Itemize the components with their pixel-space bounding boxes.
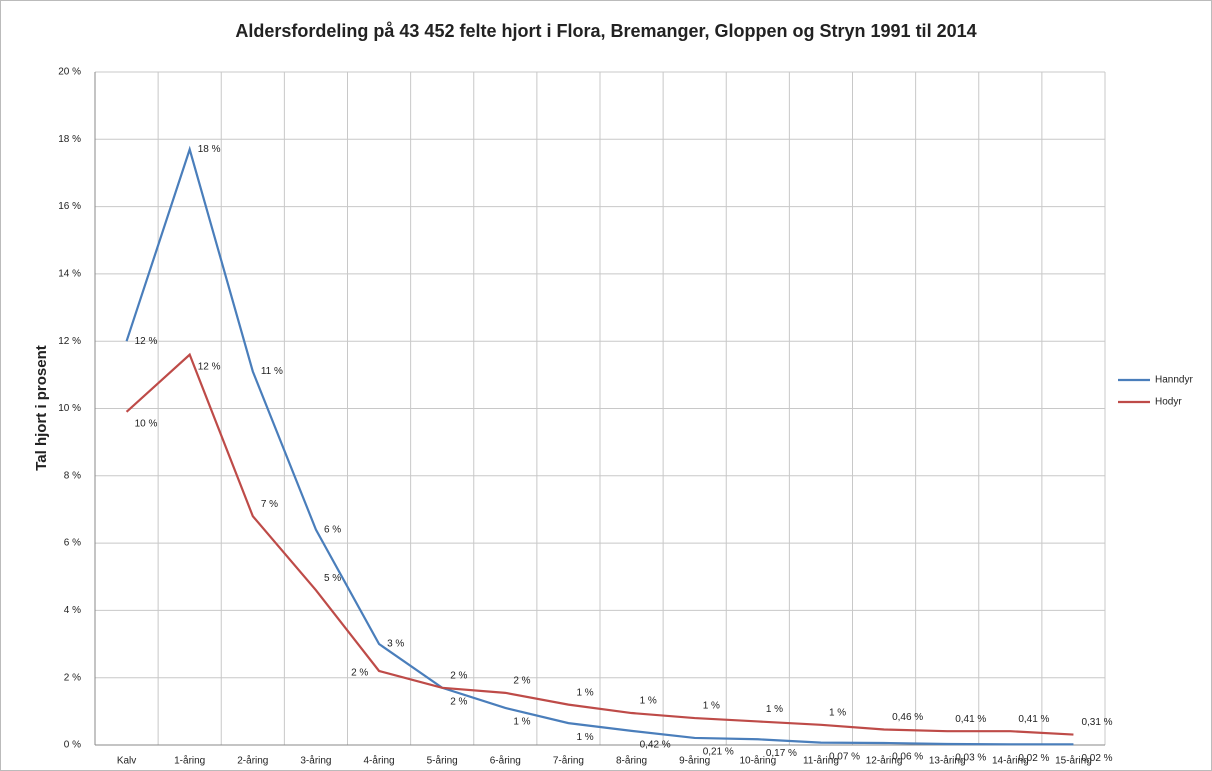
x-tick-label: 9-åring [679, 755, 710, 767]
y-tick-label: 16 % [58, 201, 81, 212]
data-label: 1 % [513, 717, 530, 728]
x-tick-label: 1-åring [174, 755, 205, 767]
data-label: 1 % [703, 701, 720, 712]
data-label: 12 % [135, 336, 158, 347]
data-label: 2 % [513, 675, 530, 686]
data-label: 2 % [450, 696, 467, 707]
data-label: 0,03 % [955, 753, 986, 764]
x-tick-label: 2-åring [237, 755, 268, 767]
series-line [125, 145, 1074, 746]
data-label: 1 % [640, 696, 657, 707]
data-label: 0,31 % [1081, 717, 1112, 728]
legend-label: Hodyr [1155, 397, 1182, 408]
data-label: 0,41 % [955, 714, 986, 725]
data-label: 0,42 % [640, 740, 671, 751]
chart-title: Aldersfordeling på 43 452 felte hjort i … [235, 21, 976, 41]
data-label: 12 % [198, 361, 221, 372]
y-tick-label: 2 % [64, 672, 81, 683]
data-label: 0,46 % [892, 712, 923, 723]
x-tick-label: Kalv [117, 756, 136, 767]
x-tick-label: 7-åring [553, 755, 584, 767]
y-tick-label: 14 % [58, 269, 81, 280]
data-label: 6 % [324, 524, 341, 535]
data-label: 0,07 % [829, 751, 860, 762]
data-label: 0,02 % [1018, 753, 1049, 764]
data-label: 5 % [324, 573, 341, 584]
data-label: 7 % [261, 499, 278, 510]
x-tick-label: 13-åring [929, 755, 966, 767]
data-label: 18 % [198, 144, 221, 155]
x-tick-label: 6-åring [490, 755, 521, 767]
x-tick-label: 15-åring [1055, 755, 1092, 767]
x-tick-label: 10-åring [739, 755, 776, 767]
data-label: 2 % [351, 668, 368, 679]
data-label: 0,02 % [1081, 753, 1112, 764]
data-label: 3 % [387, 639, 404, 650]
data-label: 1 % [766, 704, 783, 715]
y-tick-label: 12 % [58, 336, 81, 347]
data-label: 11 % [261, 366, 283, 377]
data-label: 2 % [450, 670, 467, 681]
y-tick-label: 8 % [64, 470, 81, 481]
y-tick-label: 20 % [58, 67, 81, 78]
data-label: 1 % [576, 687, 593, 698]
x-tick-label: 14-åring [992, 755, 1029, 767]
data-label: 0,06 % [892, 752, 923, 763]
data-label: 1 % [829, 707, 846, 718]
y-tick-label: 10 % [58, 403, 81, 414]
x-tick-label: 5-åring [427, 755, 458, 767]
x-tick-label: 3-åring [300, 755, 331, 767]
data-label: 1 % [576, 732, 593, 743]
data-label: 0,17 % [766, 748, 797, 759]
y-tick-label: 0 % [64, 740, 81, 751]
data-label: 0,41 % [1018, 714, 1049, 725]
y-tick-label: 18 % [58, 134, 81, 145]
y-tick-label: 6 % [64, 538, 81, 549]
x-tick-label: 4-åring [363, 755, 394, 767]
x-tick-label: 8-åring [616, 755, 647, 767]
y-tick-label: 4 % [64, 605, 81, 616]
y-axis-label: Tal hjort i prosent [33, 345, 50, 471]
series-line [125, 352, 1074, 736]
x-tick-label: 12-åring [866, 755, 903, 767]
x-tick-label: 11-åring [803, 755, 839, 767]
data-label: 10 % [135, 419, 158, 430]
data-label: 0,21 % [703, 747, 734, 758]
legend-label: Hanndyr [1155, 375, 1193, 386]
